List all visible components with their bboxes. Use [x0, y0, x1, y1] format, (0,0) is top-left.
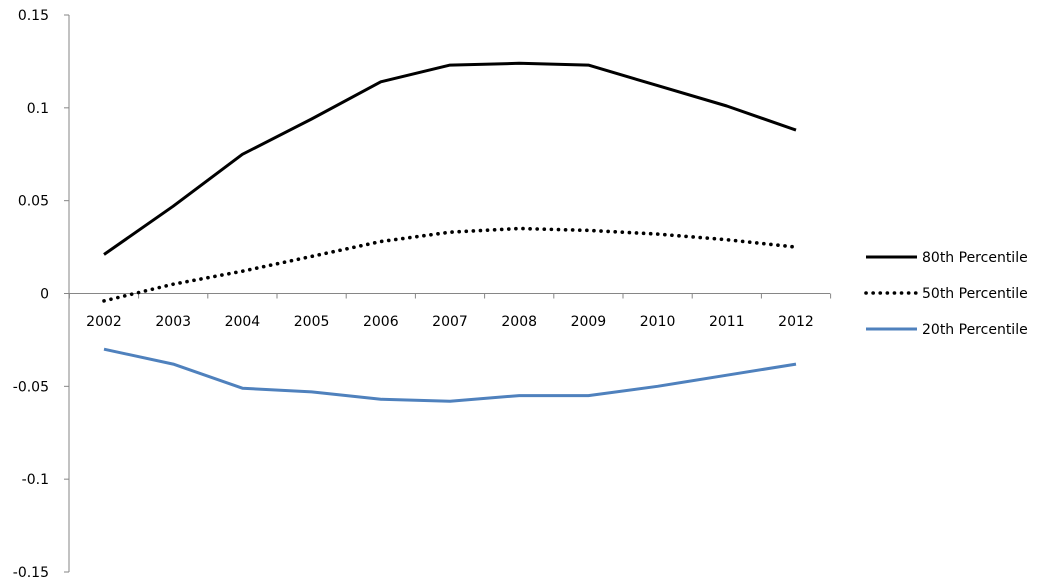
- series-line-80th-percentile: [103, 61, 797, 256]
- x-tick-label: 2003: [155, 314, 191, 330]
- y-axis-tick-labels: 0.15 0.1 0.05 0 -0.05 -0.1 -0.15: [13, 8, 69, 581]
- x-tick-label: 2008: [501, 314, 537, 330]
- y-tick-label: -0.05: [13, 379, 49, 395]
- x-tick-label: 2012: [778, 314, 814, 330]
- x-tick-label: 2010: [640, 314, 676, 330]
- y-tick-label: 0.15: [18, 8, 49, 24]
- y-tick-label: -0.15: [13, 565, 49, 581]
- x-tick-label: 2006: [363, 314, 399, 330]
- x-tick-label: 2011: [709, 314, 745, 330]
- legend-label: 80th Percentile: [922, 250, 1028, 266]
- y-tick-label: 0: [40, 287, 49, 303]
- y-tick-label: 0.05: [18, 194, 49, 210]
- legend: 80th Percentile 50th Percentile 20th Perce…: [864, 250, 1028, 338]
- y-tick-label: 0.1: [27, 101, 49, 117]
- x-tick-label: 2007: [432, 314, 468, 330]
- x-tick-label: 2004: [225, 314, 261, 330]
- x-tick-label: 2002: [86, 314, 122, 330]
- legend-label: 50th Percentile: [922, 286, 1028, 302]
- series-lines: [102, 61, 798, 403]
- series-line-20th-percentile: [103, 347, 797, 403]
- y-tick-label: -0.1: [22, 472, 49, 488]
- axes: [68, 15, 830, 572]
- series-line-50th-percentile: [102, 226, 798, 303]
- x-axis-tick-labels: 2002 2003 2004 2005 2006 2007 2008 2009 2010 2011…: [68, 293, 832, 330]
- legend-label: 20th Percentile: [922, 322, 1028, 338]
- x-tick-label: 2009: [571, 314, 607, 330]
- x-tick-label: 2005: [294, 314, 330, 330]
